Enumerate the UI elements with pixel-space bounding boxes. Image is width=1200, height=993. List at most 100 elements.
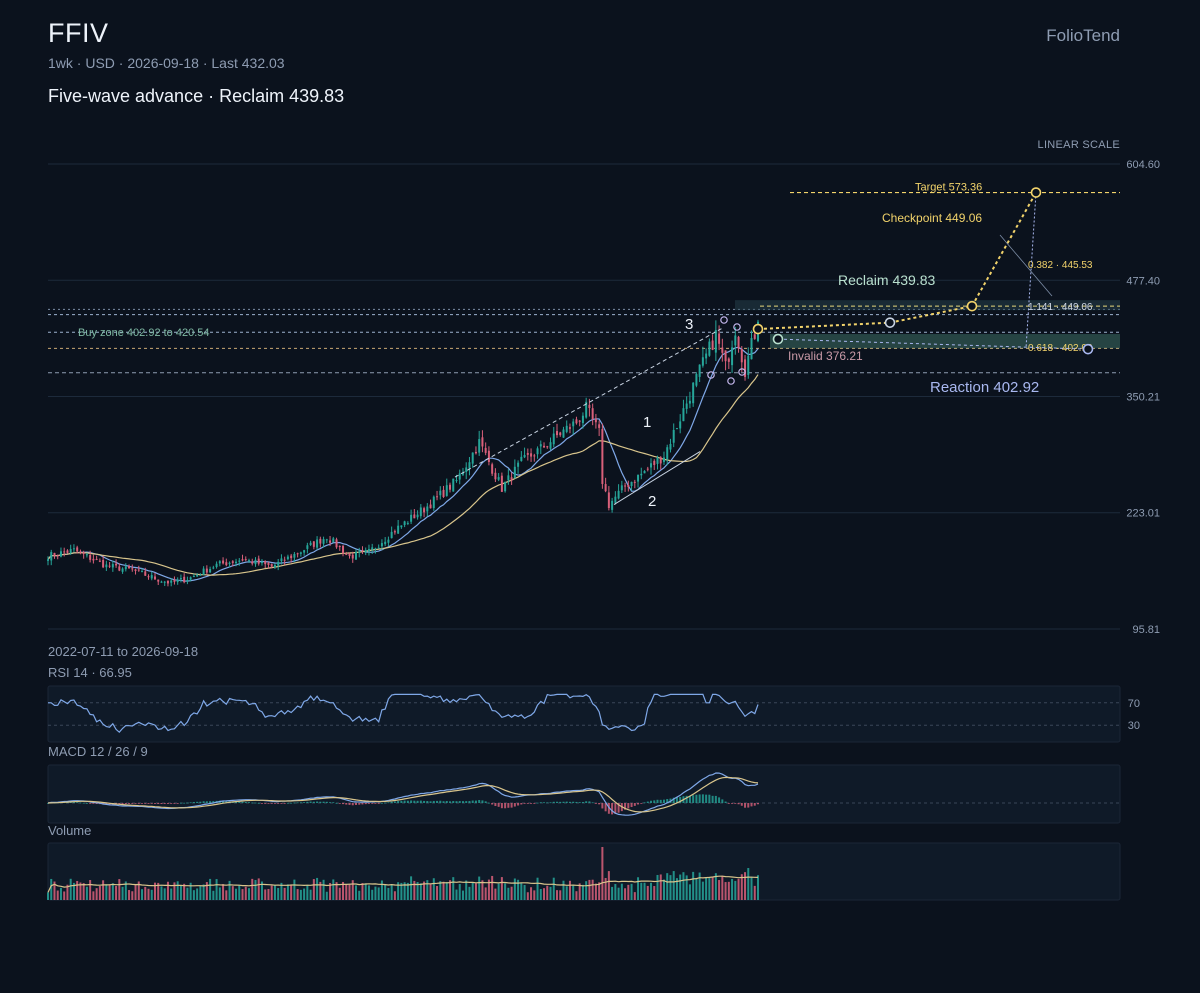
candle-body-23 — [121, 568, 124, 572]
volume-bar-208 — [721, 875, 724, 900]
volume-bar-76 — [293, 879, 296, 900]
candle-body-61 — [244, 559, 247, 561]
volume-bar-166 — [585, 881, 588, 900]
candle-body-6 — [66, 550, 69, 553]
ma-fast-line — [47, 346, 759, 582]
macd-hist-bar-188 — [656, 799, 659, 803]
marker-checkpoint — [966, 300, 978, 312]
candle-body-126 — [455, 480, 458, 482]
candle-body-161 — [568, 427, 571, 429]
volume-bar-140 — [500, 877, 503, 900]
candle-body-201 — [698, 364, 701, 377]
macd-hist-bar-82 — [312, 801, 315, 803]
macd-hist-bar-214 — [740, 803, 743, 806]
volume-bar-104 — [384, 884, 387, 900]
macd-hist-bar-171 — [601, 803, 604, 809]
volume-bar-53 — [218, 887, 221, 900]
candle-body-100 — [371, 547, 374, 550]
candle-body-4 — [59, 551, 62, 557]
macd-hist-bar-116 — [423, 800, 426, 803]
candle-body-189 — [659, 457, 662, 464]
scale-toggle[interactable]: LINEAR SCALE — [1037, 139, 1120, 151]
macd-hist-bar-60 — [241, 801, 244, 803]
volume-bar-159 — [562, 880, 565, 900]
candle-body-22 — [118, 566, 121, 571]
volume-bar-131 — [471, 882, 474, 900]
macd-hist-bar-36 — [163, 803, 166, 804]
volume-frame — [47, 842, 1121, 901]
macd-hist-bar-54 — [222, 800, 225, 803]
macd-hist-bar-46 — [196, 801, 199, 803]
marker-last — [752, 323, 764, 335]
macd-hist-bar-49 — [205, 801, 208, 803]
macd-hist-bar-179 — [627, 803, 630, 809]
candle-body-58 — [235, 561, 238, 564]
macd-hist-bar-217 — [750, 803, 753, 807]
volume-bar-3 — [56, 890, 59, 900]
candle-body-195 — [679, 421, 682, 429]
candle-body-168 — [591, 408, 594, 420]
macd-hist-bar-30 — [144, 803, 147, 804]
candle-body-150 — [533, 455, 536, 457]
macd-hist-bar-37 — [166, 803, 169, 804]
volume-bar-109 — [400, 882, 403, 900]
candle-body-82 — [312, 541, 315, 547]
candle-body-113 — [413, 514, 416, 519]
volume-bar-132 — [474, 883, 477, 900]
macd-hist-bar-210 — [727, 803, 730, 804]
volume-bar-163 — [575, 891, 578, 900]
macd-hist-bar-163 — [575, 801, 578, 803]
volume-panel — [46, 842, 1121, 901]
candle-body-17 — [102, 559, 105, 568]
volume-bar-214 — [740, 874, 743, 900]
macd-hist-bar-98 — [364, 803, 367, 805]
volume-bar-150 — [533, 890, 536, 900]
candle-body-88 — [332, 538, 335, 543]
macd-hist-bar-140 — [500, 803, 503, 809]
macd-hist-bar-29 — [141, 803, 144, 804]
macd-hist-bar-154 — [546, 802, 549, 804]
candle-body-56 — [228, 562, 231, 565]
candle-body-173 — [607, 492, 610, 509]
macd-hist-bar-79 — [303, 802, 306, 803]
macd-hist-bar-39 — [173, 803, 176, 804]
volume-bar-73 — [283, 887, 286, 900]
volume-bar-38 — [170, 888, 173, 900]
candle-body-49 — [205, 568, 208, 573]
volume-bar-207 — [718, 880, 721, 900]
candle-body-110 — [403, 521, 406, 525]
macd-hist-bar-13 — [89, 803, 92, 804]
volume-bar-95 — [354, 885, 357, 900]
volume-bar-212 — [734, 880, 737, 900]
macd-hist-bar-72 — [280, 803, 283, 804]
fib-0382-label: 0.382 · 445.53 — [1028, 260, 1093, 271]
volume-bar-204 — [708, 878, 711, 900]
candle-body-38 — [170, 580, 173, 583]
volume-bar-96 — [358, 890, 361, 900]
candle-body-37 — [166, 580, 169, 584]
candle-body-105 — [387, 539, 390, 543]
macd-hist-bar-201 — [698, 794, 701, 803]
volume-bar-128 — [461, 890, 464, 900]
candle-body-94 — [351, 554, 354, 559]
candle-body-117 — [426, 506, 429, 512]
macd-hist-bar-96 — [358, 803, 361, 805]
candle-body-202 — [701, 357, 704, 366]
candle-body-208 — [721, 347, 724, 353]
volume-bar-151 — [536, 877, 539, 900]
macd-hist-bar-24 — [124, 803, 127, 805]
macd-hist-bar-55 — [225, 801, 228, 803]
reaction-label: Reaction 402.92 — [930, 379, 1039, 396]
macd-hist-bar-195 — [679, 796, 682, 803]
volume-bar-65 — [257, 878, 260, 900]
candle-body-101 — [374, 548, 377, 550]
macd-hist-bar-87 — [329, 802, 332, 803]
volume-bar-201 — [698, 872, 701, 900]
macd-hist-bar-38 — [170, 803, 173, 804]
candle-body-200 — [695, 374, 698, 386]
volume-bar-6 — [66, 884, 69, 900]
candle-body-151 — [536, 448, 539, 455]
candle-body-129 — [465, 467, 468, 473]
projection-path — [757, 192, 1037, 331]
